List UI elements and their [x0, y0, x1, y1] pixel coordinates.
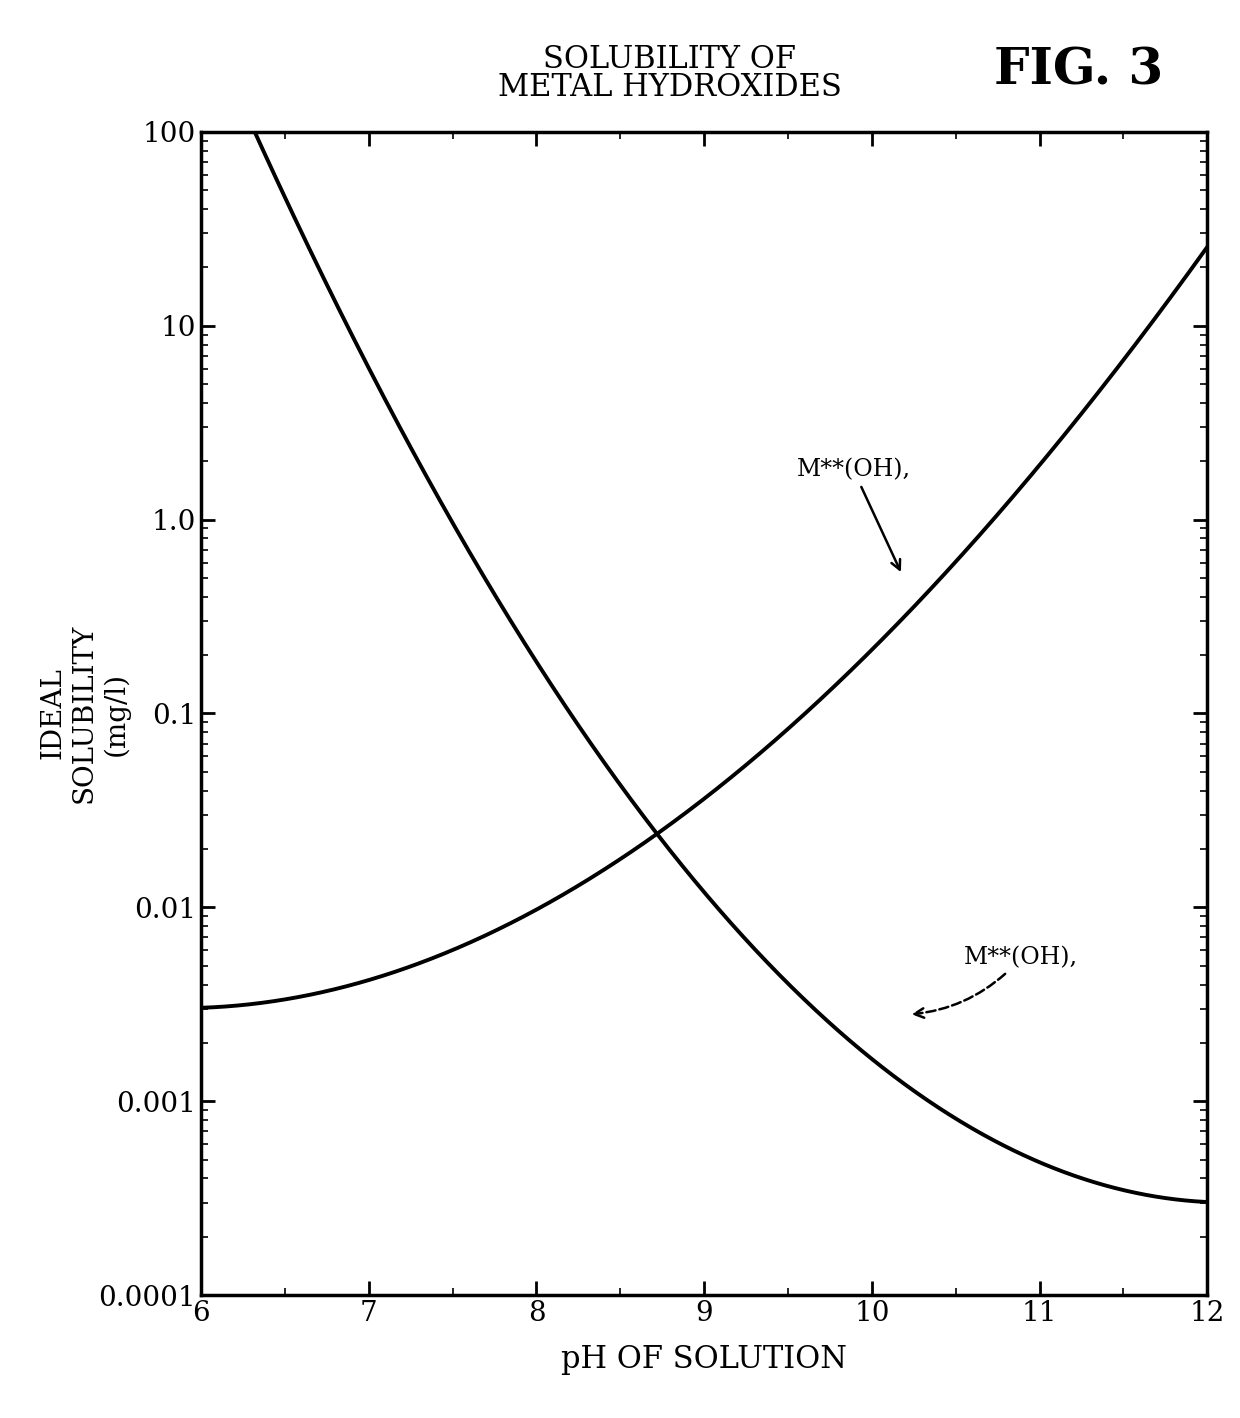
Y-axis label: IDEAL
SOLUBILITY
(mg/l): IDEAL SOLUBILITY (mg/l)	[40, 624, 130, 803]
Text: M**(OH),: M**(OH),	[914, 946, 1079, 1018]
X-axis label: pH OF SOLUTION: pH OF SOLUTION	[562, 1344, 847, 1374]
Text: SOLUBILITY OF: SOLUBILITY OF	[543, 44, 796, 75]
Text: FIG. 3: FIG. 3	[994, 47, 1163, 95]
Text: M**(OH),: M**(OH),	[796, 458, 910, 570]
Text: METAL HYDROXIDES: METAL HYDROXIDES	[497, 72, 842, 104]
